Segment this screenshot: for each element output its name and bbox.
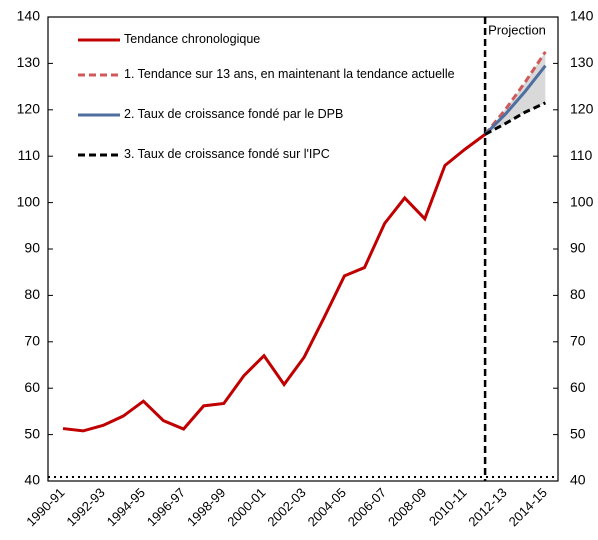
y2-tick-label: 110: [570, 147, 593, 163]
y-tick-label: 70: [24, 333, 40, 349]
y-tick-label: 100: [17, 193, 41, 209]
y2-tick-label: 140: [570, 8, 594, 24]
series-line: [62, 133, 486, 433]
x-tick-label: 1998-99: [184, 485, 228, 529]
legend-label: Tendance chronologique: [124, 32, 261, 46]
x-tick-label: 1996-97: [144, 485, 188, 529]
x-tick-label: 2012-13: [465, 485, 509, 529]
y-tick-label: 90: [24, 240, 40, 256]
legend-label: 3. Taux de croissance fondé sur l'IPC: [124, 147, 330, 161]
x-tick-label: 2010-11: [426, 485, 470, 529]
y-tick-label: 50: [24, 425, 40, 441]
series-line: [484, 64, 547, 136]
legend-label: 2. Taux de croissance fondé par le DPB: [124, 107, 344, 121]
x-tick-label: 1992-93: [63, 485, 107, 529]
x-tick-label: 2000-01: [224, 485, 268, 529]
y-tick-label: 130: [17, 54, 41, 70]
y-tick-label: 140: [17, 8, 41, 24]
y-tick-label: 120: [17, 101, 41, 117]
y2-tick-label: 80: [570, 286, 586, 302]
y-tick-label: 40: [24, 472, 40, 488]
series-line: [484, 101, 547, 136]
y-tick-label: 110: [18, 147, 41, 163]
x-tick-label: 2004-05: [305, 485, 349, 529]
x-tick-label: 2014-15: [506, 485, 550, 529]
x-tick-label: 2006-07: [345, 485, 389, 529]
series-line: [483, 50, 547, 136]
x-tick-label: 1994-95: [104, 485, 148, 529]
y2-tick-label: 130: [570, 54, 594, 70]
y2-tick-label: 120: [570, 101, 594, 117]
y2-tick-label: 100: [570, 193, 594, 209]
annotation: Projection: [488, 22, 546, 37]
plot-frame: [47, 16, 559, 482]
x-tick-label: 2002-03: [264, 485, 308, 529]
y-tick-label: 80: [24, 286, 40, 302]
y2-tick-label: 50: [570, 425, 586, 441]
y-tick-label: 60: [24, 379, 40, 395]
x-tick-label: 1990-91: [23, 485, 67, 529]
legend-label: 1. Tendance sur 13 ans, en maintenant la…: [124, 67, 455, 81]
x-tick-label: 2008-09: [385, 485, 429, 529]
y2-tick-label: 60: [570, 379, 586, 395]
y2-tick-label: 40: [570, 472, 586, 488]
y2-tick-label: 70: [570, 333, 586, 349]
y2-tick-label: 90: [570, 240, 586, 256]
